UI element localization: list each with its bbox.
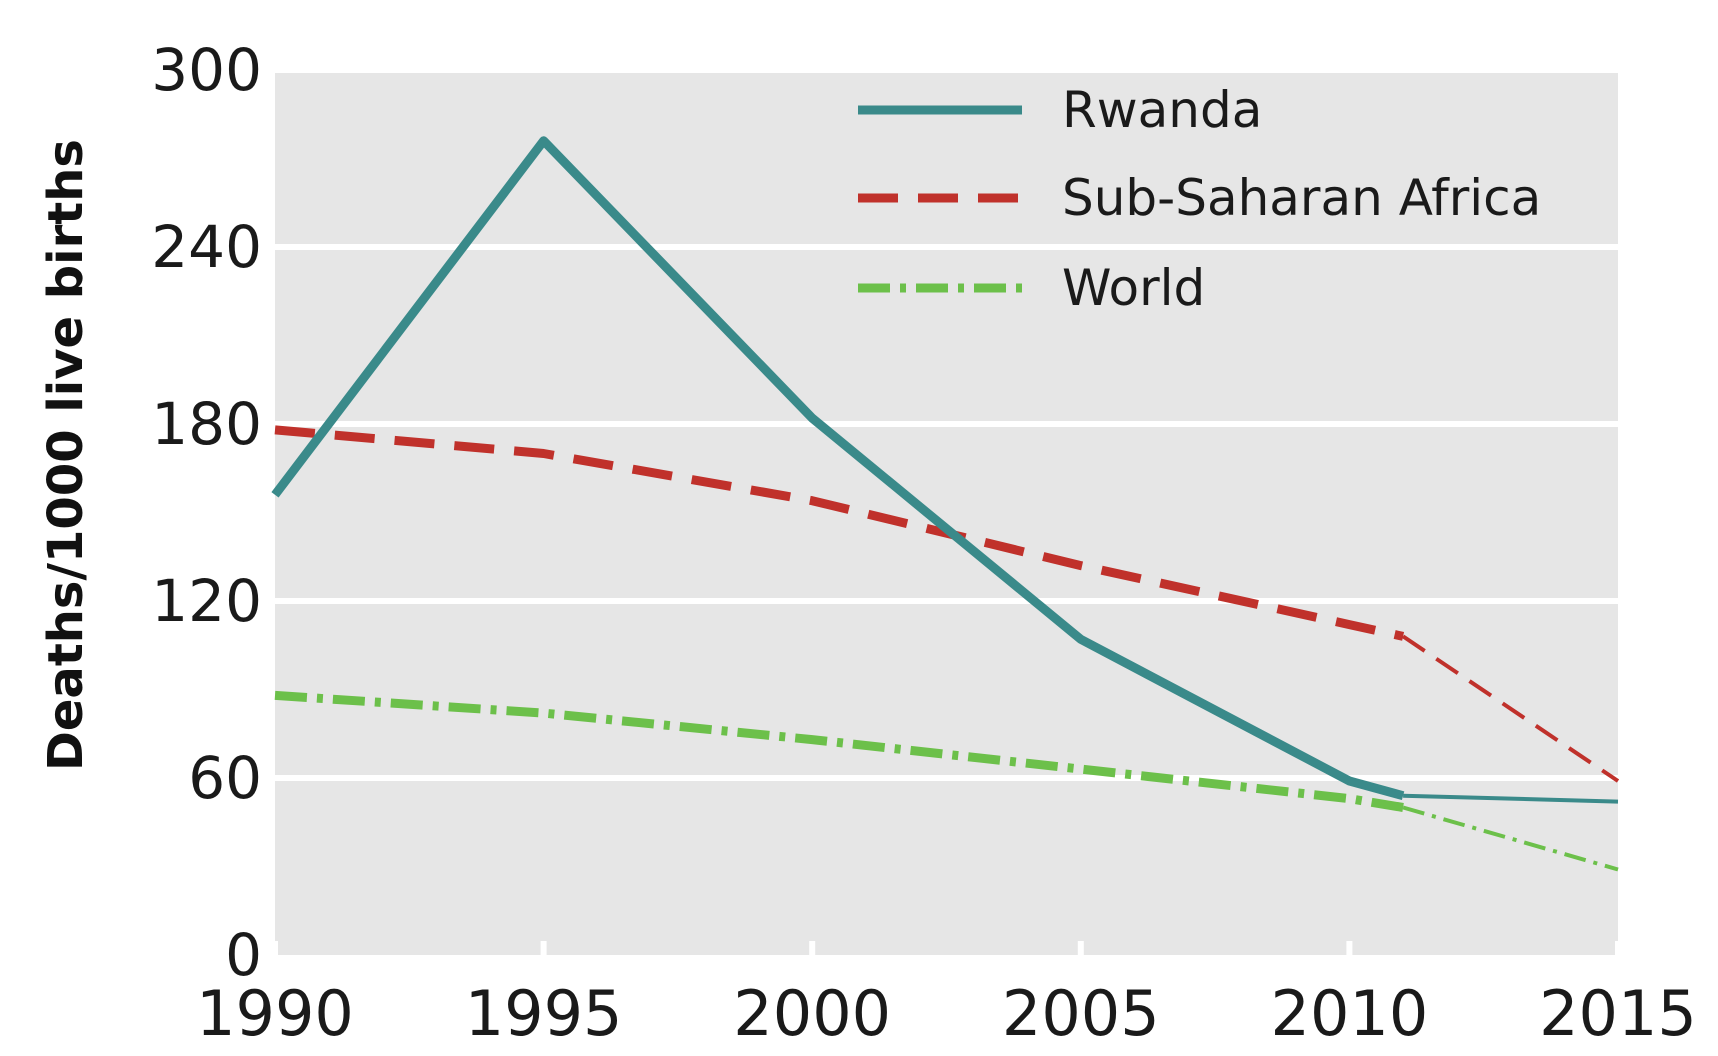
x-tick-label-1990: 1990 [196, 977, 354, 1050]
y-tick-label-120: 120 [151, 567, 262, 635]
series-projection-rwanda [1403, 793, 1619, 804]
x-tick-label-2000: 2000 [733, 977, 891, 1050]
x-tick-label-2015: 2015 [1539, 977, 1697, 1050]
y-tick-label-60: 60 [188, 744, 262, 812]
legend-label-rwanda: Rwanda [1062, 81, 1262, 139]
gridlines [275, 67, 1618, 781]
y-tick-labels: 0 60 120 180 240 300 [151, 36, 262, 989]
x-tick-labels: 1990 1995 2000 2005 2010 2015 [196, 977, 1697, 1050]
x-tick-label-2005: 2005 [1002, 977, 1160, 1050]
y-tick-label-0: 0 [225, 921, 262, 989]
series-line-world [274, 690, 1404, 812]
x-tick-marks [272, 941, 1621, 955]
series-line-rwanda [271, 136, 1405, 801]
y-tick-label-180: 180 [151, 390, 262, 458]
y-tick-label-240: 240 [151, 213, 262, 281]
legend-label-sub-saharan-africa: Sub-Saharan Africa [1062, 169, 1541, 227]
series-lines [271, 136, 1620, 872]
x-tick-label-2010: 2010 [1271, 977, 1429, 1050]
legend-label-world: World [1062, 259, 1205, 317]
series-projection-sub-saharan-africa [1401, 634, 1620, 783]
x-tick-label-1995: 1995 [465, 977, 623, 1050]
series-projection-world [1402, 805, 1619, 872]
y-axis-label: Deaths/1000 live births [38, 139, 94, 771]
legend: Rwanda Sub-Saharan Africa World [858, 81, 1541, 317]
y-tick-label-300: 300 [151, 36, 262, 104]
